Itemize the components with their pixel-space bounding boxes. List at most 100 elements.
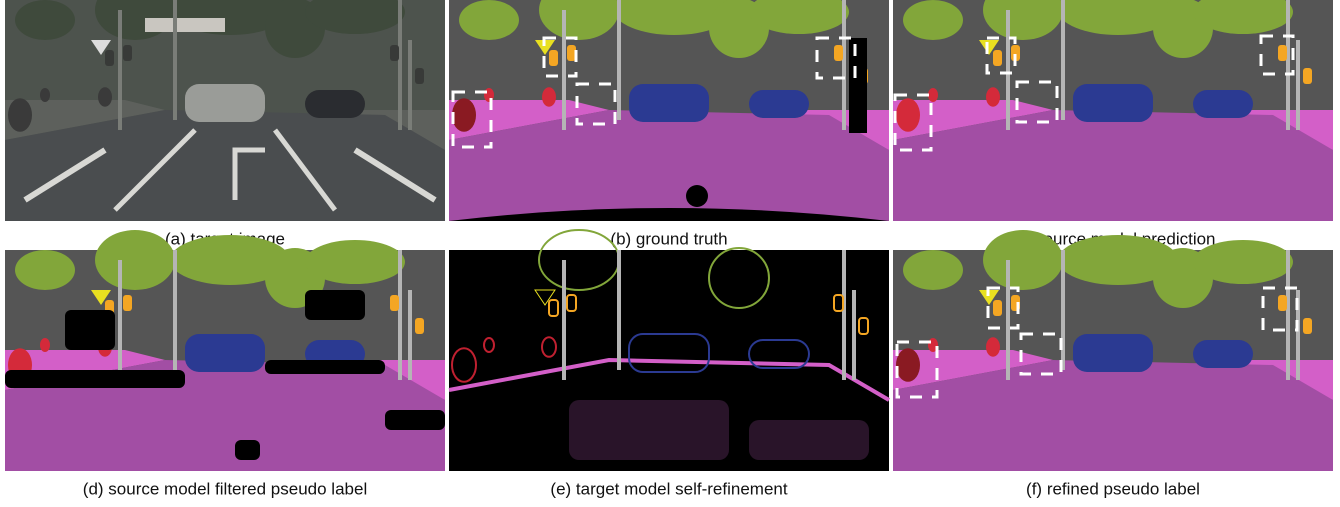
road <box>5 110 445 221</box>
filtered-region <box>385 410 445 430</box>
person <box>8 98 32 132</box>
road-edge <box>448 357 891 402</box>
highlight-box <box>542 36 578 78</box>
traffic-light <box>1278 295 1287 311</box>
tree <box>903 250 963 290</box>
filtered-region <box>265 360 385 374</box>
filtered-region <box>235 440 260 460</box>
traffic-light <box>566 294 577 312</box>
highlight-box <box>895 340 939 399</box>
person <box>541 336 557 358</box>
tree <box>1193 240 1293 284</box>
panel <box>5 230 445 471</box>
traffic-light <box>993 50 1002 66</box>
refined-road <box>749 420 869 460</box>
sidewalk <box>345 360 445 400</box>
tree <box>983 230 1063 290</box>
tree <box>1058 235 1178 285</box>
traffic-light <box>1278 45 1287 61</box>
traffic-light <box>1011 45 1020 61</box>
person <box>896 98 920 132</box>
person <box>542 87 556 107</box>
tree <box>305 0 405 34</box>
traffic-light <box>105 50 114 66</box>
person <box>483 337 495 353</box>
traffic-light <box>390 295 399 311</box>
caption: (d) source model filtered pseudo label <box>83 479 367 498</box>
traffic-light <box>123 295 132 311</box>
tree <box>15 250 75 290</box>
highlight-box <box>575 82 617 126</box>
highlight-box <box>1261 286 1299 332</box>
highlight-box <box>986 286 1020 330</box>
sidewalk <box>449 100 609 140</box>
car <box>1073 334 1153 372</box>
traffic-light <box>834 45 843 61</box>
caption: (f) refined pseudo label <box>1026 479 1200 498</box>
sidewalk <box>1233 360 1333 400</box>
traffic-light <box>993 300 1002 316</box>
sidewalk <box>893 350 1053 390</box>
tree <box>749 0 849 34</box>
road <box>449 110 889 221</box>
car <box>1073 84 1153 122</box>
highlight-box <box>815 36 857 80</box>
refined-road <box>569 400 729 460</box>
filtered-region <box>305 290 365 320</box>
traffic-light <box>858 317 869 335</box>
traffic-sign <box>979 290 999 305</box>
person <box>896 348 920 382</box>
person <box>986 337 1000 357</box>
sidewalk <box>5 100 165 140</box>
filtered-region <box>5 370 185 388</box>
traffic-sign <box>91 40 111 55</box>
car <box>1193 90 1253 118</box>
tree <box>95 230 175 290</box>
traffic-light <box>549 50 558 66</box>
tree <box>614 0 734 35</box>
traffic-light <box>1303 318 1312 334</box>
tree <box>170 235 290 285</box>
person <box>452 98 476 132</box>
person <box>98 87 112 107</box>
tree <box>305 240 405 284</box>
lane-marking <box>113 128 197 212</box>
lane-marking <box>232 147 265 200</box>
tree <box>539 0 619 40</box>
person <box>451 347 477 383</box>
panel <box>893 0 1333 221</box>
car <box>748 339 810 369</box>
traffic-sign <box>91 290 111 305</box>
traffic-light <box>123 45 132 61</box>
tree <box>983 0 1063 40</box>
panel <box>5 0 445 221</box>
highlight-box <box>985 36 1017 75</box>
sidewalk <box>1233 110 1333 150</box>
ego-vehicle <box>449 208 889 221</box>
building-sign <box>145 18 225 32</box>
car <box>749 90 809 118</box>
tree-outline <box>708 247 770 309</box>
person <box>986 87 1000 107</box>
sidewalk <box>893 100 1053 140</box>
traffic-light <box>833 294 844 312</box>
traffic-light <box>415 318 424 334</box>
filtered-region <box>65 310 115 350</box>
panel <box>448 229 891 471</box>
lane-marking <box>353 147 437 203</box>
car <box>305 90 365 118</box>
sidewalk <box>789 360 889 400</box>
person <box>928 88 938 102</box>
panel <box>893 230 1333 471</box>
traffic-sign <box>535 40 555 55</box>
car <box>1193 340 1253 368</box>
highlight-box <box>1019 332 1063 376</box>
void-region <box>849 38 867 133</box>
traffic-light <box>567 45 576 61</box>
traffic-light <box>548 299 559 317</box>
tree <box>459 0 519 40</box>
lane-marking <box>273 128 337 212</box>
tree <box>1193 0 1293 34</box>
road <box>893 110 1333 221</box>
caption: (b) ground truth <box>610 229 727 248</box>
